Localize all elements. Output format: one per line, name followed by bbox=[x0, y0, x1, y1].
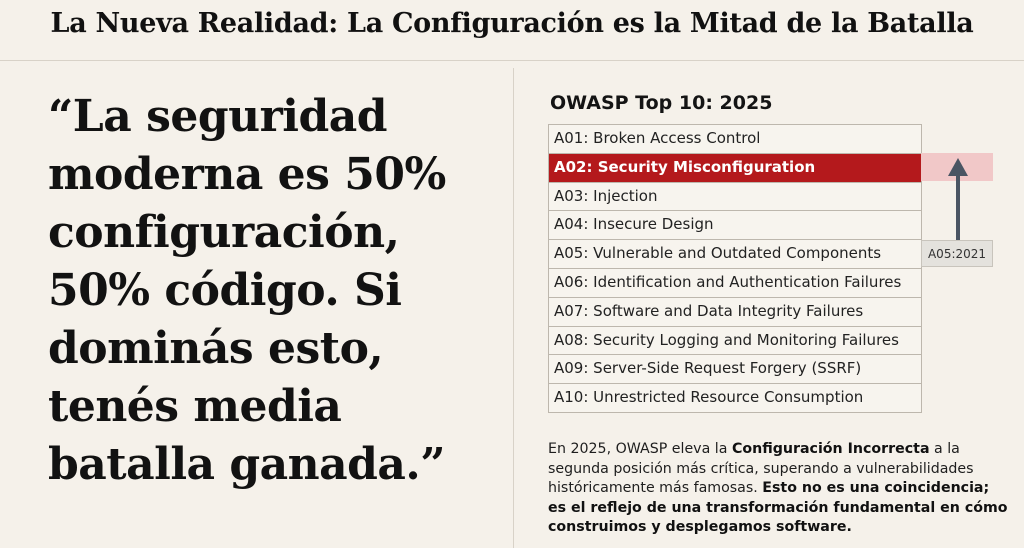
paragraph-text: a la segunda posición más crítica, super… bbox=[548, 441, 974, 496]
list-item: A09: Server-Side Request Forgery (SSRF) bbox=[549, 355, 921, 385]
paragraph-bold: Esto no es una coincidencia; es el refle… bbox=[548, 480, 1008, 535]
pull-quote: “La seguridad moderna es 50% configuraci… bbox=[48, 91, 446, 490]
paragraph-bold: Configuración Incorrecta bbox=[731, 441, 930, 457]
owasp-title: OWASP Top 10: 2025 bbox=[550, 92, 773, 114]
list-item: A06: Identification and Authentication F… bbox=[549, 268, 921, 298]
page-title: La Nueva Realidad: La Configuración es l… bbox=[50, 8, 974, 39]
owasp-list: A01: Broken Access Control A02: Security… bbox=[548, 124, 922, 413]
description-paragraph: En 2025, OWASP eleva la Configuración In… bbox=[548, 440, 1008, 538]
column-divider bbox=[513, 68, 514, 548]
list-item: A10: Unrestricted Resource Consumption bbox=[549, 384, 921, 412]
list-item: A08: Security Logging and Monitoring Fai… bbox=[549, 326, 921, 356]
paragraph-text: En 2025, OWASP eleva la bbox=[548, 441, 732, 457]
list-item: A01: Broken Access Control bbox=[549, 125, 921, 154]
list-item: A04: Insecure Design bbox=[549, 211, 921, 241]
list-item: A05: Vulnerable and Outdated Components bbox=[549, 240, 921, 269]
arrow-up-icon bbox=[948, 158, 968, 242]
list-item: A07: Software and Data Integrity Failure… bbox=[549, 297, 921, 327]
header-divider bbox=[0, 60, 1024, 61]
list-item-highlighted: A02: Security Misconfiguration bbox=[549, 153, 921, 183]
previous-rank-badge: A05:2021 bbox=[921, 240, 993, 267]
list-item: A03: Injection bbox=[549, 182, 921, 212]
